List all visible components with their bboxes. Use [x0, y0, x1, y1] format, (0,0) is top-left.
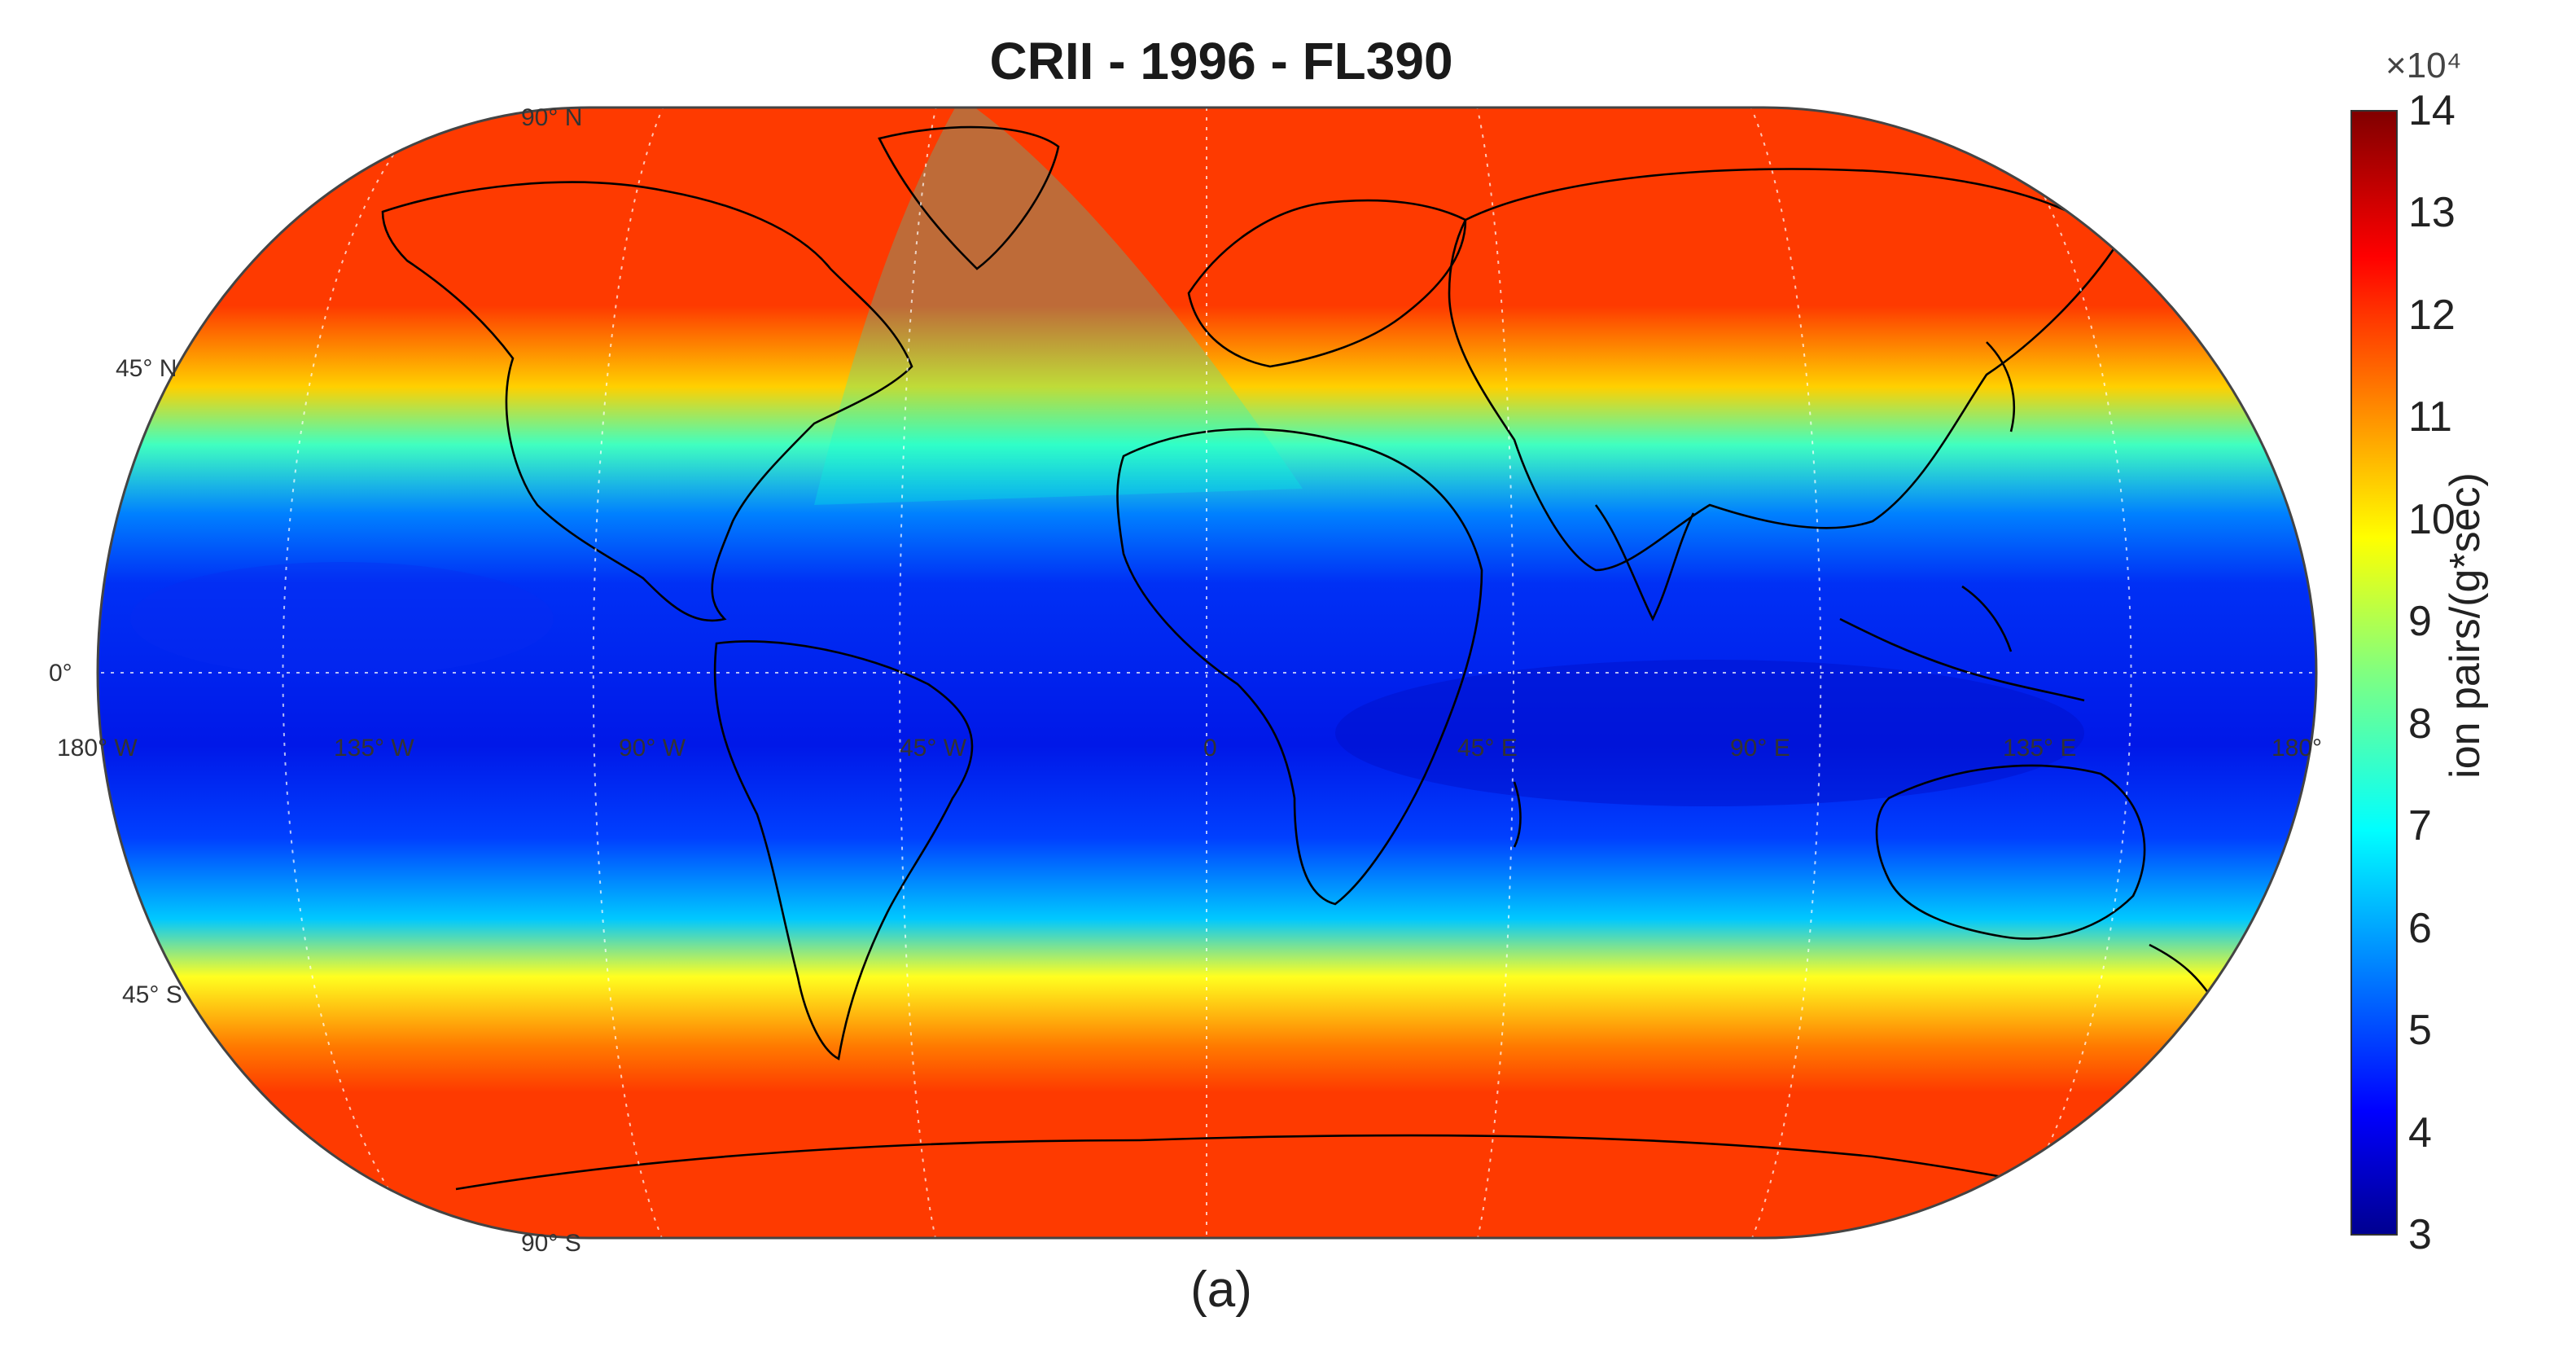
figure-caption: (a)	[1190, 1262, 1252, 1318]
chart-title: CRII - 1996 - FL390	[989, 32, 1453, 90]
lon-label-135e: 135° E	[2003, 735, 2077, 762]
colorbar-tick-label: 12	[2408, 291, 2456, 339]
lat-label-0: 0°	[49, 660, 72, 687]
lon-label-90w: 90° W	[619, 735, 686, 762]
lat-label-45s: 45° S	[122, 981, 182, 1008]
colorbar-tick-label: 14	[2408, 87, 2456, 134]
colorbar-tick-label: 9	[2408, 598, 2432, 646]
colorbar-tick-label: 4	[2408, 1108, 2432, 1157]
lon-label-180: 180°	[2272, 735, 2323, 762]
colorbar-tick-label: 10	[2408, 495, 2456, 543]
colorbar-tick-label: 11	[2408, 393, 2452, 441]
colorbar-tick-label: 3	[2408, 1211, 2432, 1258]
colorbar-tick-label: 13	[2408, 189, 2456, 237]
lon-label-45w: 45° W	[900, 735, 967, 762]
lat-label-90n: 90° N	[521, 104, 583, 131]
coastlines	[381, 125, 2216, 1223]
lon-label-0: 0	[1203, 735, 1217, 762]
colorbar-tick-label: 6	[2408, 904, 2432, 952]
colorbar	[2350, 110, 2398, 1236]
colorbar-multiplier: ×10⁴	[2385, 46, 2462, 86]
colorbar-label: ion pairs/(g*sec)	[2442, 472, 2489, 779]
lat-label-45n: 45° N	[116, 355, 177, 382]
colorbar-tick-label: 5	[2408, 1007, 2432, 1055]
graticule	[98, 108, 2316, 1238]
lon-label-90e: 90° E	[1730, 735, 1790, 762]
colorbar-tick-label: 8	[2408, 700, 2432, 748]
lon-label-180w: 180° W	[57, 735, 138, 762]
colorbar-tick-label: 7	[2408, 802, 2432, 850]
lon-label-45e: 45° E	[1457, 735, 1518, 762]
lat-label-90s: 90° S	[521, 1230, 581, 1257]
lon-label-135w: 135° W	[334, 735, 414, 762]
map-frame	[96, 106, 2318, 1240]
